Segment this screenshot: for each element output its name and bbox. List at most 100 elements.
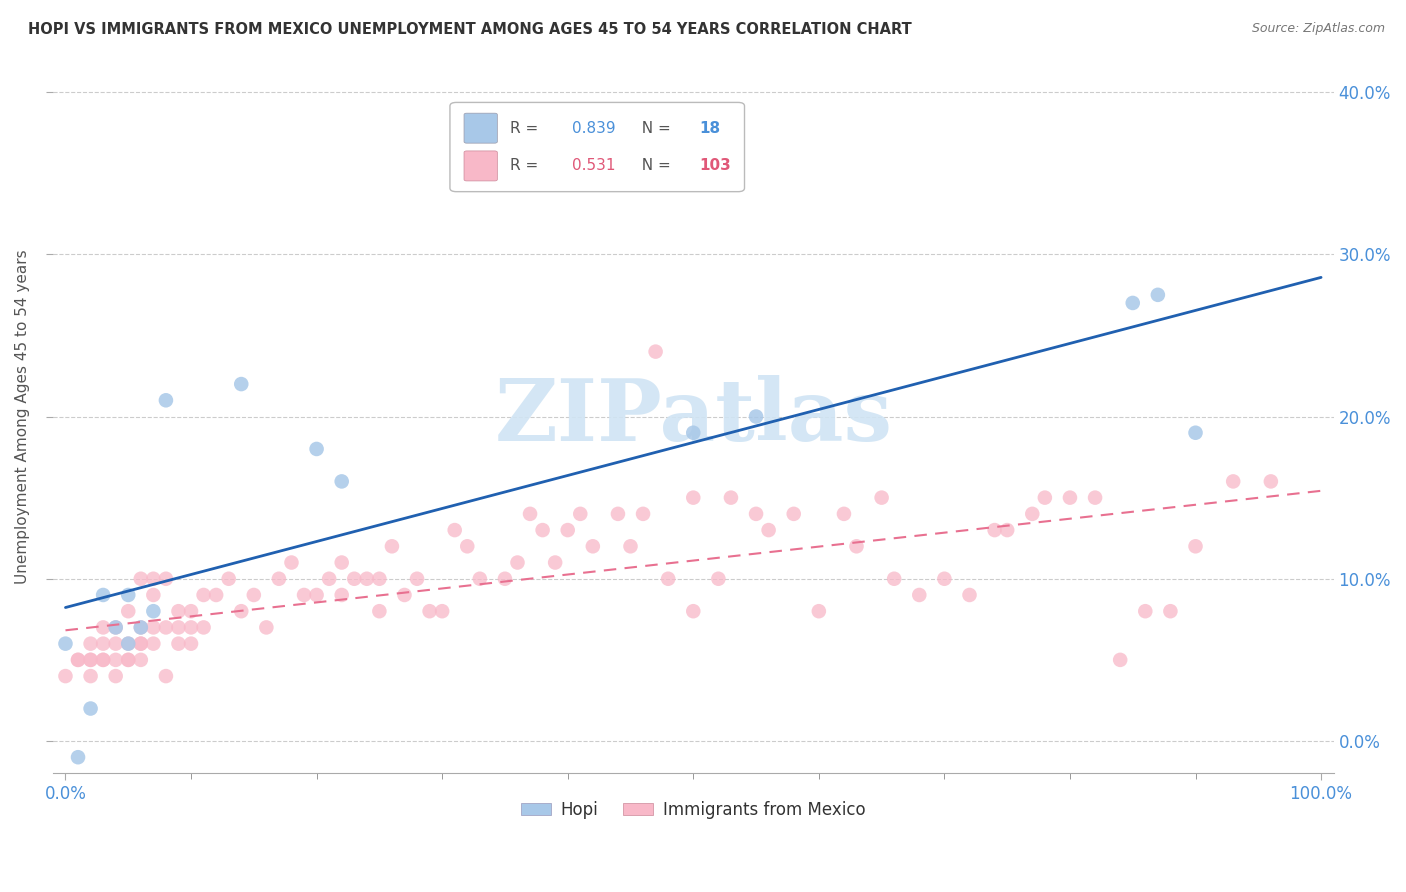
Text: N =: N = [631,120,675,136]
Point [607,507,630,521]
Point [66,750,89,764]
Point [394,588,416,602]
Point [832,507,855,521]
Point [468,572,491,586]
Point [129,653,152,667]
Point [129,620,152,634]
Point [91,588,114,602]
Point [1135,604,1157,618]
Point [959,588,981,602]
Point [582,539,605,553]
Point [180,637,202,651]
Point [368,572,391,586]
Point [807,604,830,618]
Point [104,669,127,683]
Point [79,701,101,715]
Point [682,604,704,618]
Text: HOPI VS IMMIGRANTS FROM MEXICO UNEMPLOYMENT AMONG AGES 45 TO 54 YEARS CORRELATIO: HOPI VS IMMIGRANTS FROM MEXICO UNEMPLOYM… [28,22,912,37]
Point [79,669,101,683]
Point [330,556,353,570]
Point [682,425,704,440]
Point [280,556,302,570]
Point [330,475,353,489]
Point [231,377,253,392]
Point [129,572,152,586]
Point [104,620,127,634]
Point [117,637,139,651]
Point [531,523,554,537]
Point [443,523,465,537]
Point [66,653,89,667]
Point [167,637,190,651]
Point [745,409,768,424]
Point [142,588,165,602]
Point [908,588,931,602]
Point [129,637,152,651]
Point [707,572,730,586]
Point [1184,539,1206,553]
Text: 18: 18 [700,120,721,136]
Point [1222,475,1244,489]
Point [104,620,127,634]
Point [870,491,893,505]
Point [631,507,654,521]
Point [79,653,101,667]
Point [381,539,404,553]
Legend: Hopi, Immigrants from Mexico: Hopi, Immigrants from Mexico [515,795,873,826]
Point [758,523,780,537]
Point [356,572,378,586]
Point [995,523,1018,537]
Point [1159,604,1181,618]
Point [167,620,190,634]
Point [406,572,429,586]
Point [368,604,391,618]
Text: 0.531: 0.531 [572,159,614,173]
Point [243,588,266,602]
Point [292,588,315,602]
Point [66,653,89,667]
Text: R =: R = [510,159,543,173]
Text: N =: N = [631,159,675,173]
Text: ZIPatlas: ZIPatlas [495,375,893,458]
Point [142,620,165,634]
Point [155,620,177,634]
Text: R =: R = [510,120,543,136]
Point [318,572,340,586]
Point [845,539,868,553]
Text: 103: 103 [700,159,731,173]
Point [193,588,215,602]
Point [180,620,202,634]
Point [494,572,516,586]
Point [155,393,177,408]
Point [55,637,77,651]
Point [218,572,240,586]
Point [682,491,704,505]
Point [142,604,165,618]
FancyBboxPatch shape [464,113,498,143]
Point [117,588,139,602]
Text: Source: ZipAtlas.com: Source: ZipAtlas.com [1251,22,1385,36]
Point [519,507,541,521]
Point [569,507,592,521]
Point [117,653,139,667]
Point [167,604,190,618]
Y-axis label: Unemployment Among Ages 45 to 54 years: Unemployment Among Ages 45 to 54 years [15,249,30,584]
Point [305,442,328,456]
Point [883,572,905,586]
Point [117,637,139,651]
Point [343,572,366,586]
Point [267,572,290,586]
Point [117,653,139,667]
Point [1260,475,1282,489]
Point [544,556,567,570]
Point [1122,296,1144,310]
Point [506,556,529,570]
Point [117,604,139,618]
Point [745,507,768,521]
Point [430,604,453,618]
Point [205,588,228,602]
Point [1184,425,1206,440]
Point [1084,491,1107,505]
Point [104,637,127,651]
Point [91,653,114,667]
